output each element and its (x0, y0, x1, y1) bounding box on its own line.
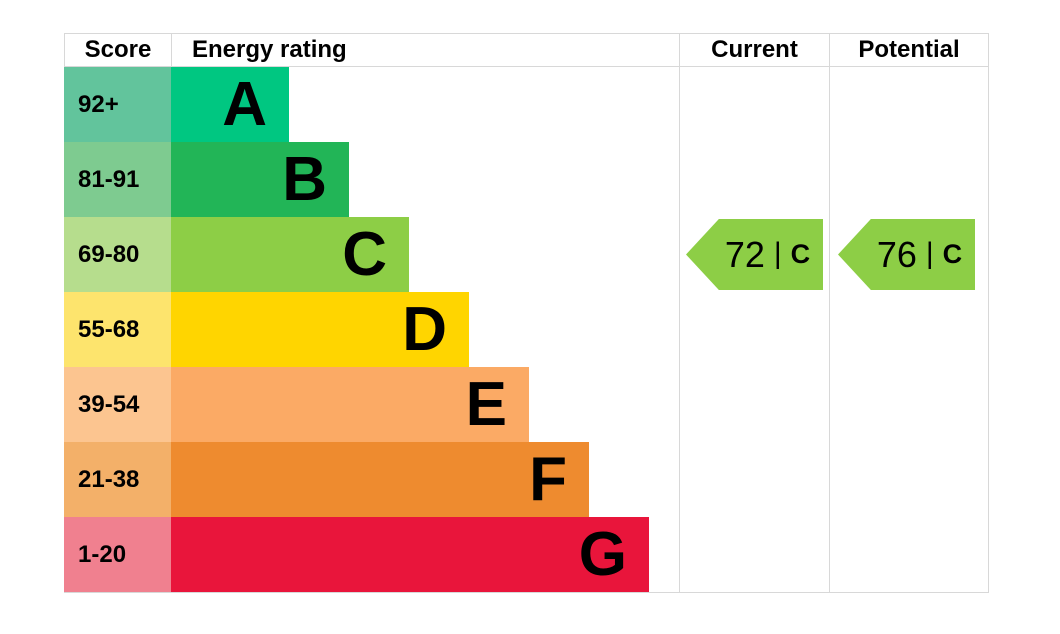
current-cell (679, 292, 829, 367)
current-cell (679, 142, 829, 217)
band-bar-e: E (171, 367, 529, 442)
band-score-range: 92+ (64, 67, 171, 142)
current-column-header: Current (679, 33, 829, 67)
band-score-range: 1-20 (64, 517, 171, 592)
potential-cell (829, 367, 989, 442)
current-rating-value: 72 (724, 233, 765, 275)
current-cell (679, 367, 829, 442)
table-header-row: Score Energy rating Current Potential (64, 33, 989, 67)
band-letter: C (342, 219, 387, 289)
potential-column-header: Potential (829, 33, 989, 67)
current-cell (679, 442, 829, 517)
band-bar-a: A (171, 67, 289, 142)
band-row-e: 39-54 E (64, 367, 989, 442)
band-score-range: 39-54 (64, 367, 171, 442)
potential-cell (829, 292, 989, 367)
band-row-a: 92+ A (64, 67, 989, 142)
band-letter: G (578, 519, 627, 589)
band-bar-cell: A (171, 67, 679, 142)
band-score-range: 69-80 (64, 217, 171, 292)
band-rows-container: 92+ A 81-91 B 69-80 C 72 | C 76 | C 55-68 D 39-54 E 21-3… (64, 67, 989, 592)
potential-rating-separator: | (925, 236, 934, 270)
energy-rating-column-header: Energy rating (171, 33, 679, 67)
current-rating-arrow: 72 | C (686, 219, 823, 290)
band-bar-cell: B (171, 142, 679, 217)
band-letter: B (282, 144, 327, 214)
band-bar-cell: C (171, 217, 679, 292)
band-letter: E (465, 369, 507, 439)
potential-rating-band-letter: C (942, 239, 963, 269)
band-row-c: 69-80 C 72 | C 76 | C (64, 217, 989, 292)
band-row-d: 55-68 D (64, 292, 989, 367)
band-letter: F (529, 444, 567, 514)
potential-cell (829, 517, 989, 592)
band-bar-d: D (171, 292, 469, 367)
band-row-b: 81-91 B (64, 142, 989, 217)
band-bar-b: B (171, 142, 349, 217)
band-bar-g: G (171, 517, 649, 592)
score-column-header: Score (64, 33, 171, 67)
band-bar-f: F (171, 442, 589, 517)
current-cell: 72 | C (679, 217, 829, 292)
band-bar-c: C (171, 217, 409, 292)
band-letter: A (222, 69, 267, 139)
band-score-range: 81-91 (64, 142, 171, 217)
band-bar-cell: D (171, 292, 679, 367)
band-score-range: 55-68 (64, 292, 171, 367)
band-row-f: 21-38 F (64, 442, 989, 517)
band-bar-cell: E (171, 367, 679, 442)
current-cell (679, 67, 829, 142)
potential-rating-value: 76 (876, 233, 917, 275)
band-score-range: 21-38 (64, 442, 171, 517)
current-rating-separator: | (773, 236, 782, 270)
potential-cell (829, 67, 989, 142)
band-bar-cell: F (171, 442, 679, 517)
potential-cell: 76 | C (829, 217, 989, 292)
current-cell (679, 517, 829, 592)
band-row-g: 1-20 G (64, 517, 989, 592)
band-letter: D (402, 294, 447, 364)
current-rating-band-letter: C (790, 239, 811, 269)
potential-cell (829, 142, 989, 217)
potential-rating-arrow: 76 | C (838, 219, 975, 290)
potential-cell (829, 442, 989, 517)
epc-table: Score Energy rating Current Potential 92… (64, 33, 989, 593)
band-bar-cell: G (171, 517, 679, 592)
